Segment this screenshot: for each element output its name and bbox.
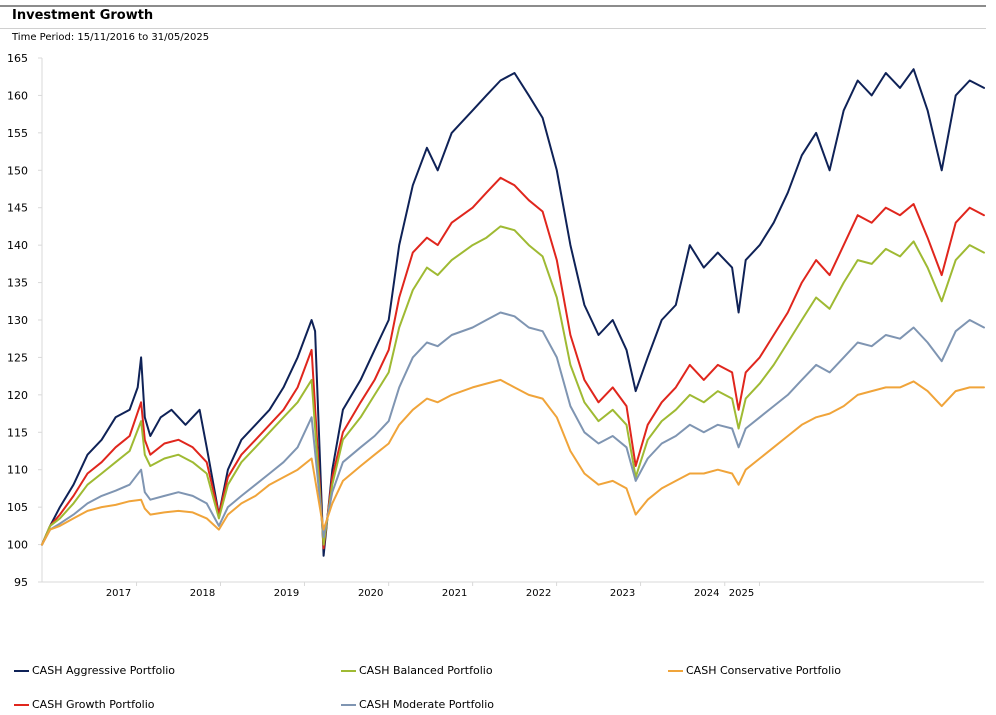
legend-swatch-conservative <box>668 669 683 672</box>
series-line-cash-growth-portfolio <box>41 176 985 550</box>
y-tick-label: 125 <box>7 351 28 364</box>
y-tick-label: 135 <box>7 277 28 290</box>
y-tick-label: 145 <box>7 202 28 215</box>
y-tick-label: 150 <box>7 164 28 177</box>
x-tick-label: 2019 <box>274 588 299 599</box>
legend-swatch-balanced <box>341 669 356 672</box>
legend-label-moderate: CASH Moderate Portfolio <box>359 698 495 711</box>
header-divider <box>0 28 986 29</box>
x-tick-label: 2025 <box>729 588 754 599</box>
x-tick-label: 2021 <box>442 588 467 599</box>
header-top-rule <box>0 5 986 7</box>
y-tick-label: 110 <box>7 464 28 477</box>
y-tick-label: 115 <box>7 426 28 439</box>
legend-swatch-aggressive <box>14 669 29 672</box>
legend-label-growth: CASH Growth Portfolio <box>32 698 155 711</box>
series-line-cash-aggressive-portfolio <box>41 68 985 557</box>
legend-item-moderate: CASH Moderate Portfolio <box>341 698 494 711</box>
y-tick-label: 105 <box>7 501 28 514</box>
legend-item-balanced: CASH Balanced Portfolio <box>341 664 493 677</box>
x-tick-label: 2023 <box>610 588 635 599</box>
y-tick-label: 165 <box>7 52 28 65</box>
x-tick-label: 2022 <box>526 588 551 599</box>
chart-series <box>41 68 985 557</box>
x-tick-label: 2017 <box>106 588 131 599</box>
series-line-cash-moderate-portfolio <box>41 311 985 546</box>
series-line-cash-balanced-portfolio <box>41 225 985 546</box>
y-tick-label: 120 <box>7 389 28 402</box>
y-tick-label: 95 <box>14 576 28 589</box>
x-tick-label: 2020 <box>358 588 383 599</box>
series-line-cash-conservative-portfolio <box>41 378 985 546</box>
chart-axes: 95 100 105 110 115 120 125 130 135 140 145 150 155 16… <box>7 52 984 599</box>
legend-item-growth: CASH Growth Portfolio <box>14 698 155 711</box>
legend-label-conservative: CASH Conservative Portfolio <box>686 664 842 677</box>
y-tick-label: 100 <box>7 539 28 552</box>
legend-swatch-growth <box>14 703 29 706</box>
y-tick-label: 160 <box>7 89 28 102</box>
y-tick-label: 140 <box>7 239 28 252</box>
y-tick-label: 130 <box>7 314 28 327</box>
y-tick-label: 155 <box>7 127 28 140</box>
legend-swatch-moderate <box>341 703 356 706</box>
legend-item-aggressive: CASH Aggressive Portfolio <box>14 664 175 677</box>
x-tick-label: 2018 <box>190 588 215 599</box>
chart-subtitle: Time Period: 15/11/2016 to 31/05/2025 <box>12 32 210 43</box>
legend-item-conservative: CASH Conservative Portfolio <box>668 664 841 677</box>
legend-label-balanced: CASH Balanced Portfolio <box>359 664 493 677</box>
x-tick-label: 2024 <box>694 588 719 599</box>
legend-label-aggressive: CASH Aggressive Portfolio <box>32 664 176 677</box>
chart-title: Investment Growth <box>12 8 154 23</box>
